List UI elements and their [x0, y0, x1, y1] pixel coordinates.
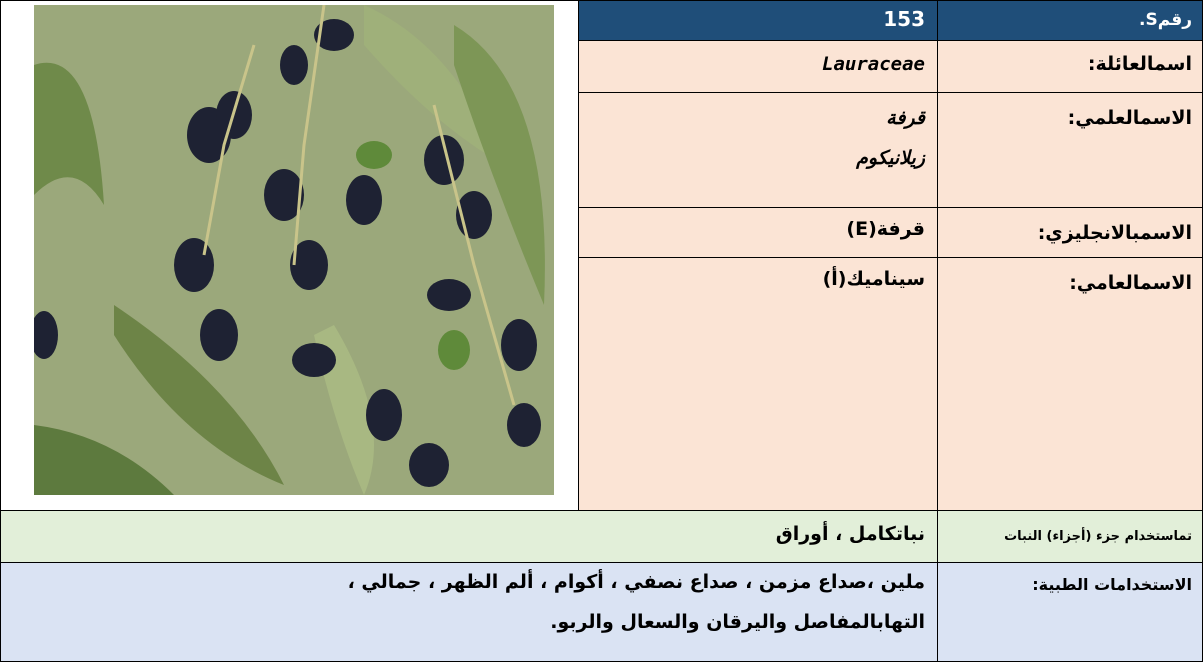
number-value: 153: [578, 0, 938, 41]
scientific-line: زيلانيكوم: [856, 147, 925, 169]
cinnamon-photo: [34, 5, 554, 495]
family-label: اسمالعائلة:: [937, 40, 1203, 93]
uses-line: ملين ،صداع مزمن ، صداع نصفي ، أكوام ، أل…: [347, 571, 925, 593]
parts-label: تماستخدام جزء (أجزاء) النبات: [937, 510, 1203, 563]
uses-value: ملين ،صداع مزمن ، صداع نصفي ، أكوام ، أل…: [0, 562, 938, 662]
scientific-label: الاسمالعلمي:: [937, 92, 1203, 208]
parts-value: نباتكامل ، أوراق: [0, 510, 938, 563]
common-label: الاسمالعامي:: [937, 257, 1203, 511]
english-label: الاسمبالانجليزي:: [937, 207, 1203, 258]
uses-label: الاستخدامات الطبية:: [937, 562, 1203, 662]
scientific-value: قرفة زيلانيكوم: [578, 92, 938, 208]
uses-line: التهابالمفاصل واليرقان والسعال والربو.: [550, 611, 925, 633]
family-value: Lauraceae: [578, 40, 938, 93]
number-label: رقمS.: [937, 0, 1203, 41]
scientific-line: قرفة: [886, 107, 925, 129]
common-value: سيناميك(أ): [578, 257, 938, 511]
english-value: قرفة(E): [578, 207, 938, 258]
photo-cell: [0, 0, 579, 511]
